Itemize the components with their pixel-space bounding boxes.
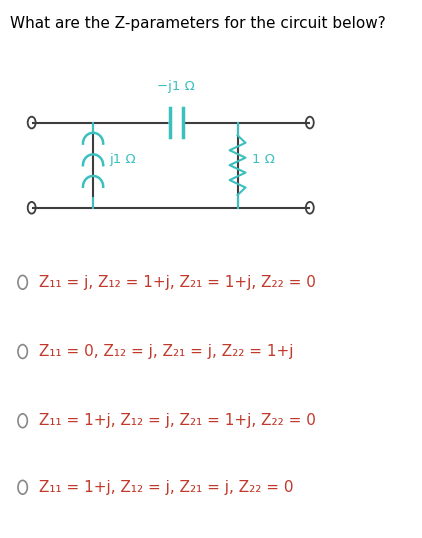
Text: Z₁₁ = 1+j, Z₁₂ = j, Z₂₁ = j, Z₂₂ = 0: Z₁₁ = 1+j, Z₁₂ = j, Z₂₁ = j, Z₂₂ = 0: [39, 480, 293, 495]
Text: Z₁₁ = 0, Z₁₂ = j, Z₂₁ = j, Z₂₂ = 1+j: Z₁₁ = 0, Z₁₂ = j, Z₂₁ = j, Z₂₂ = 1+j: [39, 344, 293, 359]
Text: What are the Z-parameters for the circuit below?: What are the Z-parameters for the circui…: [10, 16, 386, 31]
Text: Z₁₁ = 1+j, Z₁₂ = j, Z₂₁ = 1+j, Z₂₂ = 0: Z₁₁ = 1+j, Z₁₂ = j, Z₂₁ = 1+j, Z₂₂ = 0: [39, 413, 316, 428]
Text: j1 Ω: j1 Ω: [109, 153, 136, 166]
Text: Z₁₁ = j, Z₁₂ = 1+j, Z₂₁ = 1+j, Z₂₂ = 0: Z₁₁ = j, Z₁₂ = 1+j, Z₂₁ = 1+j, Z₂₂ = 0: [39, 275, 316, 290]
Text: −j1 Ω: −j1 Ω: [157, 80, 195, 93]
Text: 1 Ω: 1 Ω: [252, 153, 275, 166]
